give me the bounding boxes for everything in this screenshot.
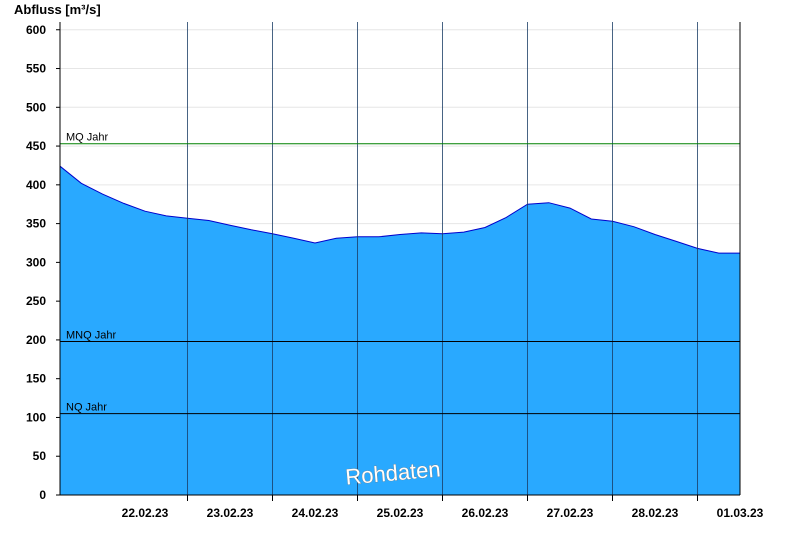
y-tick-label-550: 550: [26, 62, 46, 76]
series-outline-0: [59, 165, 740, 254]
y-tick-label-50: 50: [33, 449, 47, 463]
reference-lines: MQ Jahr MNQ Jahr NQ Jahr: [60, 132, 740, 415]
x-tick-label-3: 25.02.23: [377, 506, 424, 520]
y-tick-label-200: 200: [26, 333, 46, 347]
day-separators: [187, 22, 698, 495]
x-tick-label-6: 28.02.23: [632, 506, 679, 520]
y-tick-label-150: 150: [26, 372, 46, 386]
refline-label-2: NQ Jahr: [66, 402, 107, 414]
refline-label-0: MQ Jahr: [66, 132, 109, 144]
y-tick-label-600: 600: [26, 23, 46, 37]
y-tick-label-300: 300: [26, 255, 46, 269]
x-tick-label-5: 27.02.23: [547, 506, 594, 520]
refline-label-1: MNQ Jahr: [66, 329, 116, 341]
y-tick-label-250: 250: [26, 294, 46, 308]
y-tick-label-100: 100: [26, 410, 46, 424]
x-tick-label-4: 26.02.23: [462, 506, 509, 520]
x-tick-label-1: 23.02.23: [207, 506, 254, 520]
x-tick-label-2: 24.02.23: [292, 506, 339, 520]
y-tick-label-400: 400: [26, 178, 46, 192]
y-tick-label-500: 500: [26, 100, 46, 114]
y-tick-label-450: 450: [26, 139, 46, 153]
y-tick-label-0: 0: [39, 488, 46, 502]
y-tick-label-350: 350: [26, 217, 46, 231]
x-tick-label-7: 01.03.23: [717, 506, 764, 520]
axes: 0 50 100 150 200 250 300 350 400 450 500 550 600 22.0…: [26, 22, 764, 520]
y-axis-title: Abfluss [m³/s]: [14, 2, 101, 17]
series-layer: [59, 165, 740, 495]
series-area-0: [60, 166, 740, 495]
x-tick-label-0: 22.02.23: [122, 506, 169, 520]
